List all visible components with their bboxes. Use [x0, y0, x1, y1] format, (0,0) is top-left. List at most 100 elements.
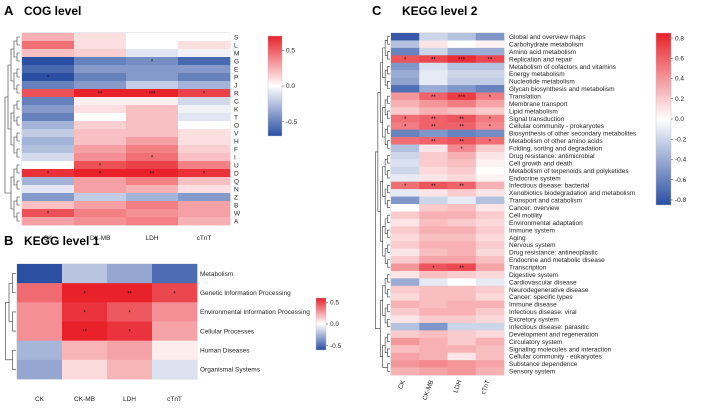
panel-c-cell: [475, 293, 505, 301]
panel-b-column-label: CK-MB: [74, 396, 95, 403]
panel-c-dendrogram-link: [384, 278, 388, 294]
panel-c-cell: [391, 337, 420, 346]
panel-c-cell: [391, 360, 420, 368]
panel-a-cell: [178, 153, 231, 162]
panel-b-significance-star: **: [127, 291, 132, 297]
panel-c-significance-star: ***: [458, 58, 466, 64]
panel-c-cell: [391, 367, 420, 376]
panel-a-cell: [178, 89, 231, 98]
panel-c-cell: [447, 367, 477, 376]
panel-c-cell: [419, 270, 448, 279]
panel-b-cell: [17, 264, 63, 284]
panel-a-row-label: S: [234, 34, 239, 41]
panel-c-cell: [391, 196, 420, 205]
panel-a-cell: [178, 57, 231, 66]
panel-a-cell: [126, 217, 179, 226]
panel-c-cell: [391, 181, 420, 190]
panel-c-cell: [447, 211, 477, 220]
panel-c-cell: [475, 248, 505, 257]
panel-a-dendrogram-link: [10, 176, 14, 210]
panel-c-cell: [419, 181, 448, 190]
panel-c-colorbar-label: 0.2: [675, 96, 684, 103]
panel-a-cell: [22, 161, 75, 170]
panel-c-cell: [447, 204, 477, 212]
panel-c-cell: [419, 315, 448, 324]
panel-a-cell: [22, 177, 75, 186]
panel-c-row-label: Metabolism of cofactors and vitamins: [509, 64, 617, 71]
panel-c-cell: [447, 55, 477, 64]
panel-c-dendrogram-link: [382, 285, 386, 316]
panel-a-cell: [74, 81, 127, 90]
panel-c-cell: [447, 270, 477, 279]
panel-a-dendrogram-link: [13, 200, 17, 218]
panel-a-cell: [22, 137, 75, 146]
panel-c-cell: [475, 196, 505, 205]
panel-c-row-label: Environmental adaptation: [509, 220, 583, 227]
panel-c-cell: [391, 226, 420, 235]
panel-c-significance-star: **: [459, 117, 464, 123]
panel-a-row-label: G: [234, 58, 239, 65]
panel-a-row-label: J: [234, 82, 237, 89]
panel-c-dendrogram-link: [387, 81, 390, 90]
panel-c-cell: [475, 33, 505, 41]
panel-c-cell: [475, 62, 505, 71]
panel-a-cell: [22, 49, 75, 58]
panel-a-dendrogram-link: [16, 116, 20, 126]
panel-b-cell: [152, 302, 198, 322]
panel-c-dendrogram-link: [387, 125, 390, 134]
panel-b-cell: [62, 359, 108, 380]
panel-c-cell: [475, 77, 505, 86]
panel-c-dendrogram-link: [382, 166, 386, 197]
panel-c-row-label: Energy metabolism: [509, 71, 565, 78]
panel-a-colorbar: [267, 35, 283, 137]
panel-b-significance-star: **: [82, 330, 87, 336]
panel-b-cell: [107, 264, 153, 284]
panel-a-cell: [22, 97, 75, 106]
panel-c-cell: [419, 248, 448, 257]
panel-b-cell: [107, 302, 153, 322]
panel-c-cell: [447, 248, 477, 257]
panel-c-cell: [419, 233, 448, 242]
panel-a-cell: [178, 49, 231, 58]
panel-c-cell: [447, 352, 477, 361]
panel-a-cell: [178, 137, 231, 146]
panel-c-cell: [447, 159, 477, 168]
panel-a-row-label: N: [234, 186, 239, 193]
panel-c-dendrogram-link: [384, 99, 388, 116]
panel-c-cell: [419, 352, 448, 361]
panel-a-cell: [126, 41, 179, 50]
panel-a-dendrogram-link: [13, 72, 17, 90]
panel-a-dendrogram-link: [16, 132, 20, 142]
panel-c-cell: [475, 352, 505, 361]
panel-b-cell: [152, 321, 198, 341]
panel-c-row-label: Cellular community - prokaryotes: [509, 123, 605, 130]
panel-c-cell: [475, 47, 505, 56]
panel-c-cell: [391, 263, 420, 272]
panel-c-cell: [419, 151, 448, 160]
panel-c-cell: [475, 218, 505, 227]
panel-c-dendrogram-link: [387, 259, 390, 268]
panel-a-cell: [74, 209, 127, 218]
panel-c-cell: [419, 241, 448, 249]
panel-a-dendrogram-link: [16, 100, 20, 110]
panel-c-dendrogram-link: [387, 229, 390, 238]
panel-a-cell: [74, 193, 127, 202]
panel-c-cell: [447, 174, 477, 182]
panel-a-cell: [74, 97, 127, 106]
panel-c-dendrogram-link: [382, 47, 386, 78]
panel-c-row-label: Cell growth and death: [509, 160, 573, 167]
panel-b-cell: [62, 264, 108, 284]
panel-c-cell: [475, 263, 505, 272]
panel-a-row-label: W: [234, 210, 241, 217]
panel-c-row-label: Lipid metabolism: [509, 108, 558, 115]
panel-c-column-label: LDH: [452, 379, 463, 394]
panel-c-cell: [391, 256, 420, 264]
panel-c-cell: [475, 226, 505, 235]
panel-c-cell: [475, 85, 505, 93]
panel-c-significance-star: *: [404, 117, 407, 123]
panel-c-column-label: CK-MB: [422, 379, 436, 401]
panel-a-row-label: R: [234, 90, 239, 97]
panel-c-cell: [447, 360, 477, 368]
panel-a-row-label: V: [234, 130, 239, 137]
panel-a-column-label: cTnT: [197, 235, 212, 242]
